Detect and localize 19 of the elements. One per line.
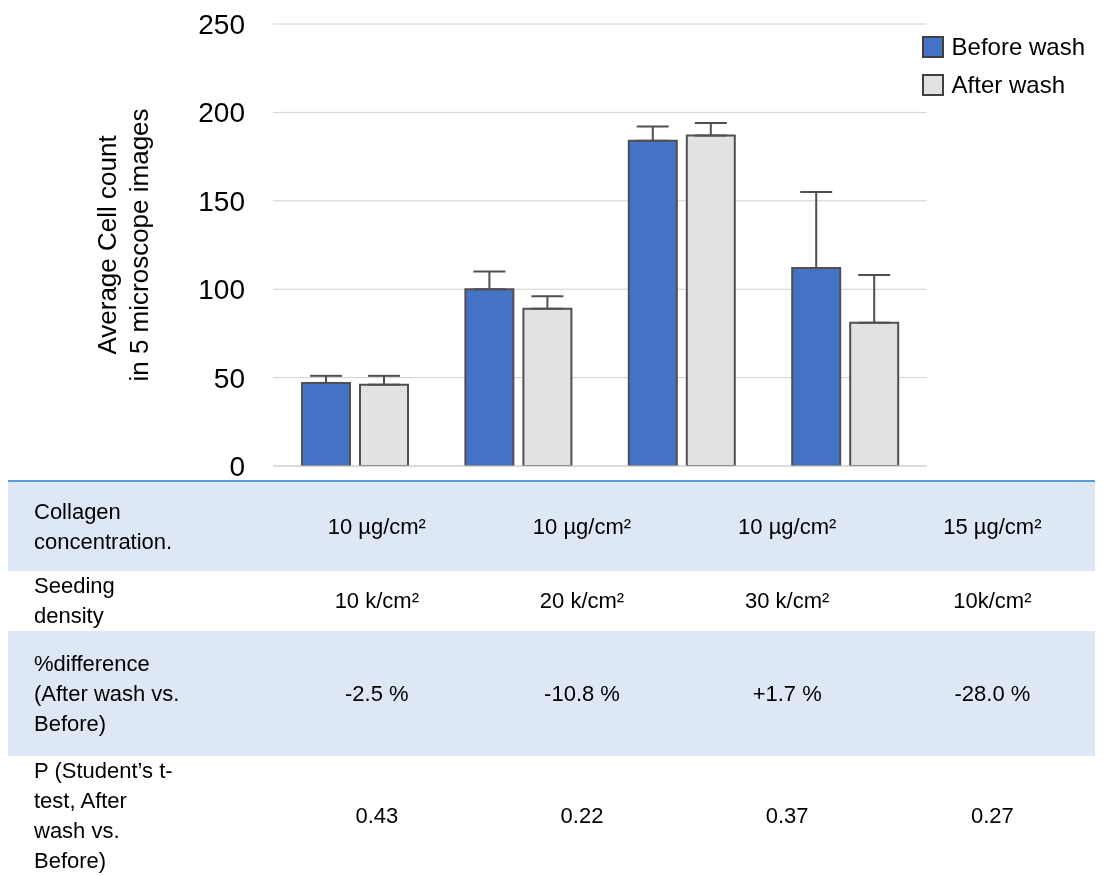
y-axis-title: Average Cell count in 5 microscope images xyxy=(92,108,154,382)
bar xyxy=(791,266,842,466)
bar xyxy=(522,307,573,466)
y-tick-label: 50 xyxy=(213,362,245,394)
bar xyxy=(627,139,678,466)
bar xyxy=(685,134,736,466)
bar xyxy=(301,381,351,466)
y-tick-label: 0 xyxy=(229,450,245,482)
legend-label: After wash xyxy=(951,70,1065,100)
y-tick-label: 250 xyxy=(198,8,245,40)
y-tick-label: 200 xyxy=(198,97,245,129)
bar xyxy=(464,288,515,466)
table-row: Seeding density 10 k/cm² 20 k/cm² 30 k/cm² 10k/cm² xyxy=(8,571,1095,631)
bar xyxy=(359,383,409,466)
bar xyxy=(849,321,900,466)
y-tick-label: 150 xyxy=(198,185,245,217)
table-row: P (Student’s t-test, After wash vs. Before) 0.43 0.22 0.37 0.27 xyxy=(8,756,1095,876)
y-tick-label: 100 xyxy=(198,274,245,306)
legend-label: Before wash xyxy=(951,32,1085,62)
